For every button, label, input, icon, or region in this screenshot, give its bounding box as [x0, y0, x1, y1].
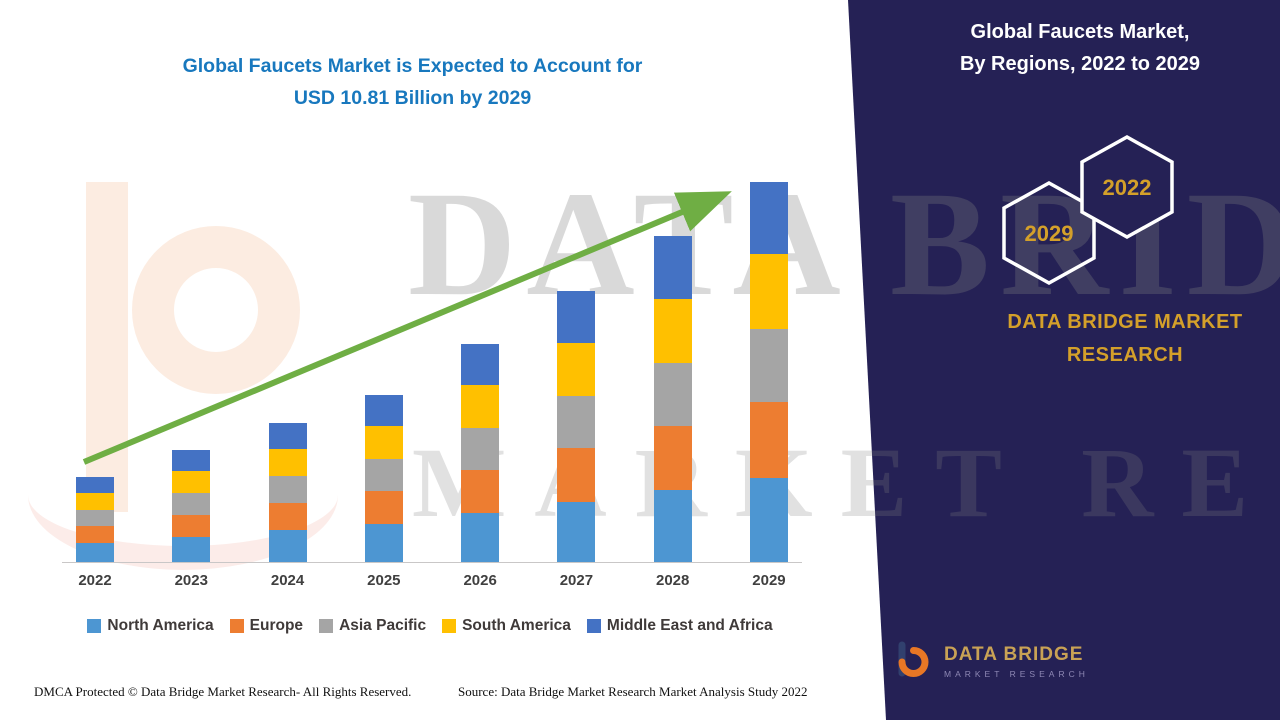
- right-panel: Global Faucets Market, By Regions, 2022 …: [840, 0, 1280, 720]
- bar-segment: [76, 525, 114, 543]
- bar-segment: [749, 182, 788, 255]
- bar-2025: [364, 395, 403, 562]
- legend-item: Europe: [229, 617, 304, 635]
- bar-segment: [749, 477, 788, 562]
- x-axis-label: 2027: [559, 572, 594, 589]
- x-axis-label: 2022: [78, 572, 112, 589]
- hexagon-2022-label: 2022: [1103, 175, 1152, 200]
- bar-segment: [268, 423, 307, 449]
- legend-swatch: [319, 619, 334, 633]
- legend-label: Middle East and Africa: [606, 617, 773, 634]
- hexagon-badges: 2029 2022: [1002, 134, 1174, 286]
- company-logo-text: DATA BRIDGE MARKET RESEARCH: [944, 644, 1089, 679]
- chart-title-line2: USD 10.81 Billion by 2029: [293, 87, 532, 110]
- bar-segment: [461, 469, 500, 513]
- legend-swatch: [229, 619, 244, 633]
- chart-title-line1: Global Faucets Market is Expected to Acc…: [182, 55, 643, 77]
- x-axis-label: 2026: [463, 572, 497, 589]
- right-panel-title-line1: Global Faucets Market,: [970, 21, 1190, 43]
- legend-item: Middle East and Africa: [586, 617, 773, 635]
- right-panel-title-line2: By Regions, 2022 to 2029: [959, 53, 1201, 75]
- legend-label: South America: [462, 617, 571, 634]
- bar-segment: [364, 491, 403, 524]
- bar-segment: [268, 448, 307, 477]
- bar-2022: [76, 476, 114, 562]
- legend-swatch: [87, 619, 102, 633]
- company-logo: DATA BRIDGE MARKET RESEARCH: [888, 638, 1089, 684]
- bar-segment: [364, 524, 403, 562]
- bar-segment: [364, 395, 403, 426]
- bar-segment: [557, 291, 596, 343]
- bar-segment: [76, 492, 114, 510]
- bar-segment: [172, 536, 211, 562]
- hexagon-2029-label: 2029: [1025, 221, 1074, 246]
- bar-2024: [268, 423, 307, 562]
- bar-segment: [461, 428, 500, 470]
- bar-segment: [364, 426, 403, 459]
- brand-wordmark-line1: DATA BRIDGE MARKET: [1007, 311, 1243, 333]
- legend-swatch: [442, 619, 457, 633]
- x-axis-label: 2025: [367, 572, 401, 589]
- bar-segment: [461, 512, 500, 562]
- x-axis-label: 2028: [656, 572, 690, 589]
- legend-label: North America: [107, 617, 214, 634]
- brand-wordmark: DATA BRIDGE MARKET RESEARCH: [975, 306, 1275, 372]
- bar-segment: [172, 450, 211, 472]
- bar-segment: [461, 385, 500, 429]
- bar-segment: [172, 471, 211, 494]
- bar-segment: [557, 501, 596, 562]
- bar-segment: [653, 425, 692, 490]
- x-axis-label: 2023: [174, 572, 208, 589]
- bar-segment: [653, 363, 692, 426]
- bar-segment: [653, 236, 692, 299]
- bar-segment: [268, 503, 307, 531]
- bar-2027: [557, 291, 596, 562]
- legend-item: North America: [87, 617, 214, 635]
- bar-segment: [76, 542, 114, 562]
- bar-segment: [653, 489, 692, 562]
- chart-title: Global Faucets Market is Expected to Acc…: [90, 50, 735, 114]
- bar-segment: [172, 493, 211, 515]
- right-panel-background: [848, 0, 1280, 720]
- bar-segment: [557, 342, 596, 397]
- chart-legend: North America Europe Asia Pacific South Ame…: [30, 617, 830, 635]
- legend-label: Asia Pacific: [339, 617, 427, 634]
- x-axis-labels: 2022 2023 2024 2025 2026 2027 2028 2029: [62, 572, 802, 589]
- bar-segment: [172, 514, 211, 537]
- bar-segment: [749, 329, 788, 403]
- brand-wordmark-line2: RESEARCH: [1066, 344, 1184, 366]
- bar-2029: [749, 182, 788, 562]
- bar-segment: [749, 254, 788, 330]
- bar-segment: [557, 448, 596, 502]
- bar-segment: [653, 298, 692, 364]
- legend-item: Asia Pacific: [319, 617, 426, 635]
- x-axis-label: 2024: [270, 572, 305, 589]
- footer-dmca-text: DMCA Protected © Data Bridge Market Rese…: [34, 684, 412, 699]
- legend-swatch: [586, 619, 601, 633]
- bar-segment: [557, 396, 596, 449]
- bar-segment: [268, 476, 307, 504]
- x-axis-label: 2029: [752, 572, 786, 589]
- company-logo-tagline: MARKET RESEARCH: [944, 668, 1089, 679]
- bar-2023: [172, 450, 211, 562]
- bar-segment: [268, 530, 307, 562]
- bar-2026: [461, 344, 500, 562]
- bar-segment: [461, 344, 500, 386]
- bar-2028: [653, 236, 692, 562]
- hexagon-2022: [1080, 134, 1174, 240]
- stacked-bar-plot: [62, 181, 802, 563]
- company-logo-icon: [898, 641, 929, 677]
- right-panel-title: Global Faucets Market, By Regions, 2022 …: [900, 16, 1260, 80]
- bar-segment: [749, 402, 788, 478]
- legend-item: South America: [442, 617, 571, 635]
- bar-segment: [364, 459, 403, 491]
- company-logo-name: DATA BRIDGE: [944, 643, 1084, 665]
- bar-segment: [76, 476, 114, 493]
- legend-label: Europe: [249, 617, 304, 634]
- footer-source-text: Source: Data Bridge Market Research Mark…: [458, 684, 808, 699]
- bar-segment: [76, 509, 114, 526]
